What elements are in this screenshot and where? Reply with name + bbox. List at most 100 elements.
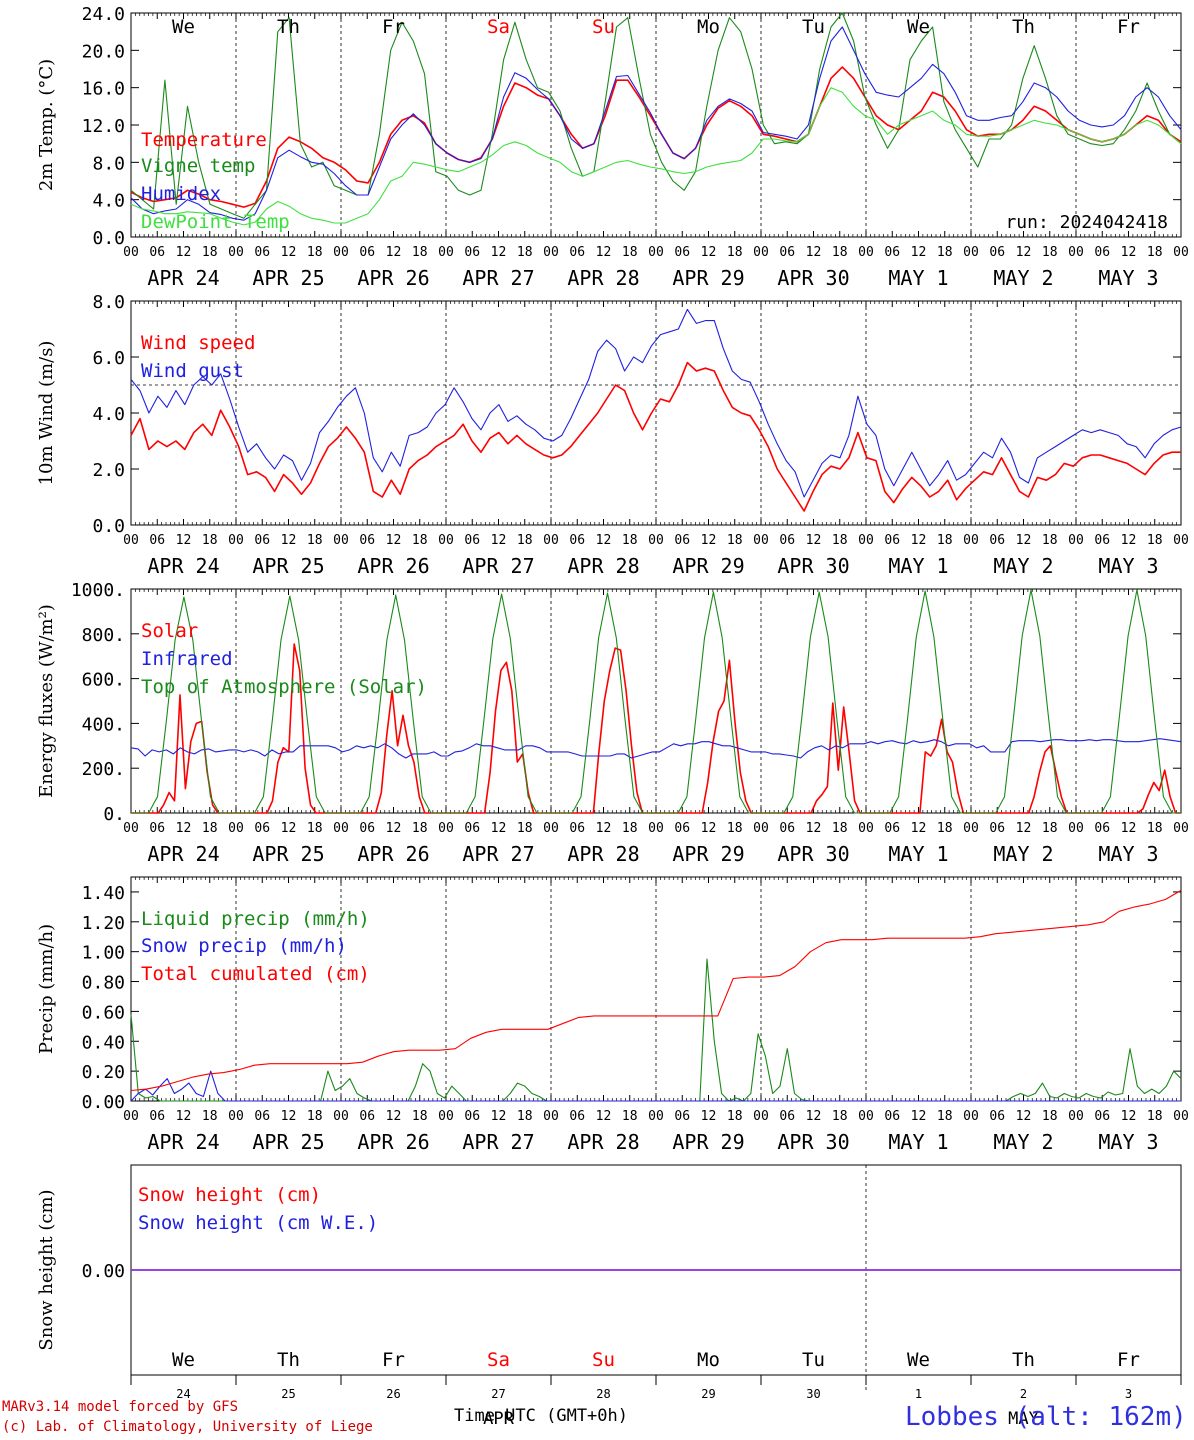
hour-tick-label: 00: [123, 245, 139, 260]
hour-tick-label: 12: [596, 1109, 612, 1124]
series-line-infrared: [130, 738, 1182, 759]
hour-tick-label: 06: [884, 821, 900, 836]
date-label: MAY 2: [993, 266, 1053, 290]
hour-tick-label: 18: [727, 1109, 743, 1124]
hour-tick-label: 00: [858, 533, 874, 548]
hour-tick-label: 00: [1068, 821, 1084, 836]
day-name-label: Mo: [697, 16, 720, 38]
hour-tick-label: 00: [753, 821, 769, 836]
hour-tick-label: 06: [674, 1109, 690, 1124]
hour-tick-label: 00: [963, 533, 979, 548]
hour-tick-label: 00: [1173, 245, 1189, 260]
hour-tick-label: 12: [806, 1109, 822, 1124]
hour-tick-label: 18: [622, 533, 638, 548]
hour-tick-label: 06: [779, 1109, 795, 1124]
day-number-label: 3: [1125, 1387, 1132, 1401]
date-label: APR 25: [252, 554, 324, 578]
hour-tick-label: 12: [386, 821, 402, 836]
hour-tick-label: 00: [858, 245, 874, 260]
day-number-label: 29: [701, 1387, 715, 1401]
hour-tick-label: 00: [858, 821, 874, 836]
hour-tick-label: 00: [543, 245, 559, 260]
hour-tick-label: 00: [963, 821, 979, 836]
date-label: APR 24: [147, 266, 219, 290]
hour-tick-label: 18: [937, 245, 953, 260]
day-number-label: 1: [915, 1387, 922, 1401]
panel-frame: [130, 588, 1182, 814]
date-label: APR 28: [567, 554, 639, 578]
hour-tick-label: 06: [989, 821, 1005, 836]
hour-tick-label: 12: [491, 1109, 507, 1124]
hour-tick-label: 18: [202, 1109, 218, 1124]
hour-tick-label: 00: [1173, 1109, 1189, 1124]
hour-tick-label: 06: [464, 533, 480, 548]
date-label: APR 30: [777, 1130, 849, 1154]
hour-tick-label: 06: [569, 533, 585, 548]
hour-tick-label: 12: [281, 245, 297, 260]
legend-entry: Snow height (cm): [138, 1184, 321, 1206]
hour-tick-label: 00: [753, 533, 769, 548]
hour-tick-label: 18: [412, 533, 428, 548]
hour-tick-label: 06: [149, 1109, 165, 1124]
hour-tick-label: 06: [254, 1109, 270, 1124]
y-tick-label: 20.0: [82, 41, 125, 62]
series-line-temperature: [130, 66, 1182, 208]
date-label: APR 28: [567, 842, 639, 866]
legend-entry: Wind gust: [141, 360, 244, 382]
y-tick-label: 0.60: [82, 1002, 125, 1023]
legend-entry: Vigne temp: [141, 155, 255, 177]
y-tick-label: 600.: [82, 670, 125, 691]
hour-tick-label: 12: [386, 245, 402, 260]
legend-entry: Liquid precip (mm/h): [141, 908, 370, 930]
day-name-label: We: [172, 16, 195, 38]
hour-tick-label: 12: [176, 821, 192, 836]
y-tick-label: 400.: [82, 714, 125, 735]
hour-tick-label: 18: [832, 245, 848, 260]
legend-entry: Temperature: [141, 129, 267, 151]
hour-tick-label: 00: [333, 533, 349, 548]
hour-tick-label: 06: [989, 245, 1005, 260]
date-label: MAY 3: [1098, 554, 1158, 578]
hour-tick-label: 12: [176, 245, 192, 260]
legend-entry: Top of Atmosphere (Solar): [141, 676, 427, 698]
y-tick-label: 1.40: [82, 883, 125, 904]
location-label: Lobbes (alt: 162m): [905, 1402, 1187, 1432]
date-label: APR 25: [252, 1130, 324, 1154]
panel-frame: [130, 300, 1182, 526]
hour-tick-label: 00: [858, 1109, 874, 1124]
y-tick-label: 800.: [82, 625, 125, 646]
hour-tick-label: 00: [1068, 533, 1084, 548]
hour-tick-label: 12: [806, 533, 822, 548]
hour-tick-label: 00: [333, 821, 349, 836]
hour-tick-label: 18: [727, 821, 743, 836]
hour-tick-label: 00: [123, 1109, 139, 1124]
hour-tick-label: 18: [1042, 1109, 1058, 1124]
hour-tick-label: 00: [333, 245, 349, 260]
hour-tick-label: 00: [753, 245, 769, 260]
hour-tick-label: 06: [359, 1109, 375, 1124]
legend-entry: Total cumulated (cm): [141, 963, 370, 985]
date-label: APR 28: [567, 1130, 639, 1154]
hour-tick-label: 18: [412, 245, 428, 260]
hour-tick-label: 06: [884, 1109, 900, 1124]
date-label: APR 24: [147, 842, 219, 866]
hour-tick-label: 12: [176, 1109, 192, 1124]
hour-tick-label: 18: [307, 821, 323, 836]
date-label: APR 27: [462, 842, 534, 866]
hour-tick-label: 00: [648, 821, 664, 836]
date-label: APR 27: [462, 1130, 534, 1154]
y-axis-label: Precip (mm/h): [36, 924, 57, 1054]
hour-tick-label: 12: [491, 821, 507, 836]
hour-tick-label: 12: [1121, 821, 1137, 836]
date-label: APR 29: [672, 842, 744, 866]
hour-tick-label: 12: [596, 821, 612, 836]
hour-tick-label: 12: [596, 245, 612, 260]
day-number-label: 2: [1020, 1387, 1027, 1401]
day-name-label: Mo: [697, 1349, 720, 1371]
hour-tick-label: 18: [1042, 245, 1058, 260]
date-label: MAY 3: [1098, 266, 1158, 290]
hour-tick-label: 06: [674, 245, 690, 260]
legend-entry: Humidex: [141, 183, 221, 205]
hour-tick-label: 00: [1068, 1109, 1084, 1124]
